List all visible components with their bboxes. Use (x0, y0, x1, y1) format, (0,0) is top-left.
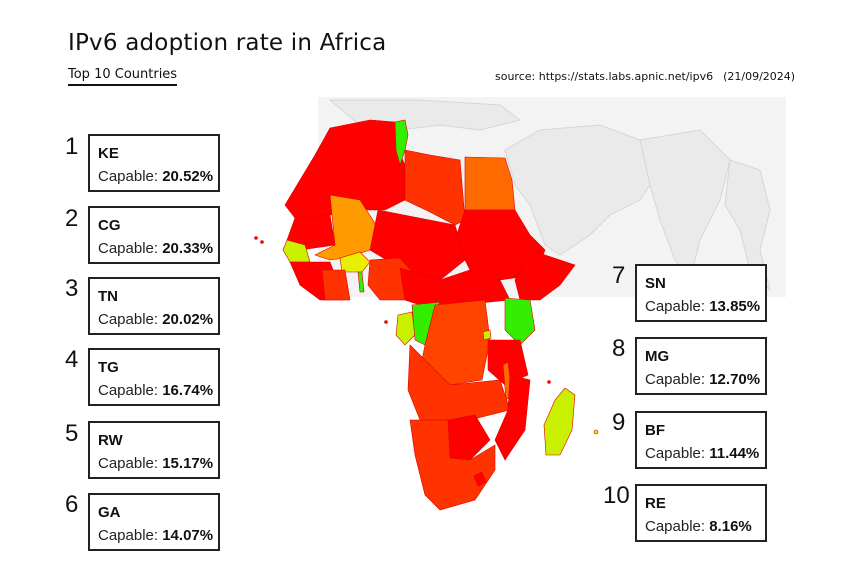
capable-percent: 11.44% (709, 445, 760, 462)
country-code: RW (98, 432, 123, 449)
country-madagascar (543, 387, 576, 456)
country-card: GA Capable: 14.07% (88, 493, 220, 551)
capable-value: Capable: 20.52% (98, 168, 213, 185)
country-code: MG (645, 348, 670, 365)
country-lesotho (473, 471, 487, 487)
capable-value: Capable: 14.07% (98, 527, 213, 544)
country-namibia-sa (409, 419, 496, 511)
middle-east (504, 124, 661, 256)
country-card: MG Capable: 12.70% (635, 337, 767, 395)
country-card: CG Capable: 20.33% (88, 206, 220, 264)
rank-number: 10 (603, 482, 630, 509)
india (639, 129, 731, 282)
country-card: RW Capable: 15.17% (88, 421, 220, 479)
country-egypt (464, 156, 516, 211)
country-card: TG Capable: 16.74% (88, 348, 220, 406)
capable-value: Capable: 8.16% (645, 518, 752, 535)
country-card: SN Capable: 13.85% (635, 264, 767, 322)
capable-label: Capable: (98, 382, 159, 399)
country-mozambique (494, 374, 531, 461)
country-ivory-coast (321, 269, 351, 301)
capable-percent: 20.02% (162, 311, 214, 328)
country-card: TN Capable: 20.02% (88, 277, 220, 335)
rank-number: 2 (65, 205, 79, 232)
country-code: TG (98, 359, 119, 376)
country-rwanda (482, 329, 492, 341)
country-code: KE (98, 145, 119, 162)
country-code: GA (98, 504, 121, 521)
country-code: CG (98, 217, 121, 234)
rank-number: 7 (612, 262, 626, 289)
capable-percent: 20.33% (162, 240, 214, 257)
country-gabon (395, 311, 416, 346)
rank-number: 4 (65, 346, 79, 373)
rank-number: 1 (65, 133, 79, 160)
capable-label: Capable: (98, 527, 159, 544)
rank-number: 9 (612, 409, 626, 436)
rank-number: 8 (612, 335, 626, 362)
capable-value: Capable: 11.44% (645, 445, 759, 462)
capable-percent: 15.17% (162, 455, 214, 472)
island-cape-verde (260, 240, 264, 244)
capable-percent: 8.16% (709, 518, 752, 535)
country-drc (419, 299, 491, 386)
southeast-asia (724, 159, 771, 292)
country-togo (357, 271, 365, 293)
capable-label: Capable: (645, 445, 706, 462)
capable-label: Capable: (645, 371, 706, 388)
country-code: TN (98, 288, 118, 305)
island-comoros (547, 380, 551, 384)
country-card: BF Capable: 11.44% (635, 411, 767, 469)
country-angola-zambia (407, 344, 511, 421)
country-reunion (593, 429, 599, 435)
source-date: (21/09/2024) (723, 70, 796, 83)
capable-value: Capable: 16.74% (98, 382, 213, 399)
country-card: RE Capable: 8.16% (635, 484, 767, 542)
country-horn (514, 249, 576, 301)
capable-label: Capable: (98, 240, 159, 257)
countries (254, 119, 599, 511)
rank-number: 6 (65, 491, 79, 518)
country-code: BF (645, 422, 665, 439)
capable-percent: 20.52% (162, 168, 214, 185)
capable-label: Capable: (98, 168, 159, 185)
country-libya (404, 149, 466, 226)
source-note: source: https://stats.labs.apnic.net/ipv… (495, 70, 795, 83)
capable-percent: 12.70% (709, 371, 761, 388)
chart-subtitle: Top 10 Countries (68, 67, 178, 86)
capable-label: Capable: (645, 518, 706, 535)
capable-value: Capable: 15.17% (98, 455, 213, 472)
capable-value: Capable: 20.33% (98, 240, 213, 257)
country-kenya (504, 297, 536, 346)
island-canary (254, 236, 258, 240)
country-code: SN (645, 275, 666, 292)
other-land (328, 99, 771, 292)
island-sao-tome (384, 320, 388, 324)
country-mauritania (286, 214, 336, 251)
country-code: RE (645, 495, 666, 512)
rank-number: 3 (65, 275, 79, 302)
capable-percent: 14.07% (162, 527, 214, 544)
rank-number: 5 (65, 420, 79, 447)
capable-label: Capable: (98, 455, 159, 472)
capable-value: Capable: 12.70% (645, 371, 760, 388)
capable-percent: 16.74% (162, 382, 214, 399)
chart-title: IPv6 adoption rate in Africa (68, 30, 387, 56)
country-burkina-faso (339, 251, 371, 273)
country-card: KE Capable: 20.52% (88, 134, 220, 192)
capable-percent: 13.85% (709, 298, 761, 315)
capable-value: Capable: 13.85% (645, 298, 760, 315)
source-url: source: https://stats.labs.apnic.net/ipv… (495, 70, 714, 83)
capable-value: Capable: 20.02% (98, 311, 213, 328)
capable-label: Capable: (645, 298, 706, 315)
capable-label: Capable: (98, 311, 159, 328)
